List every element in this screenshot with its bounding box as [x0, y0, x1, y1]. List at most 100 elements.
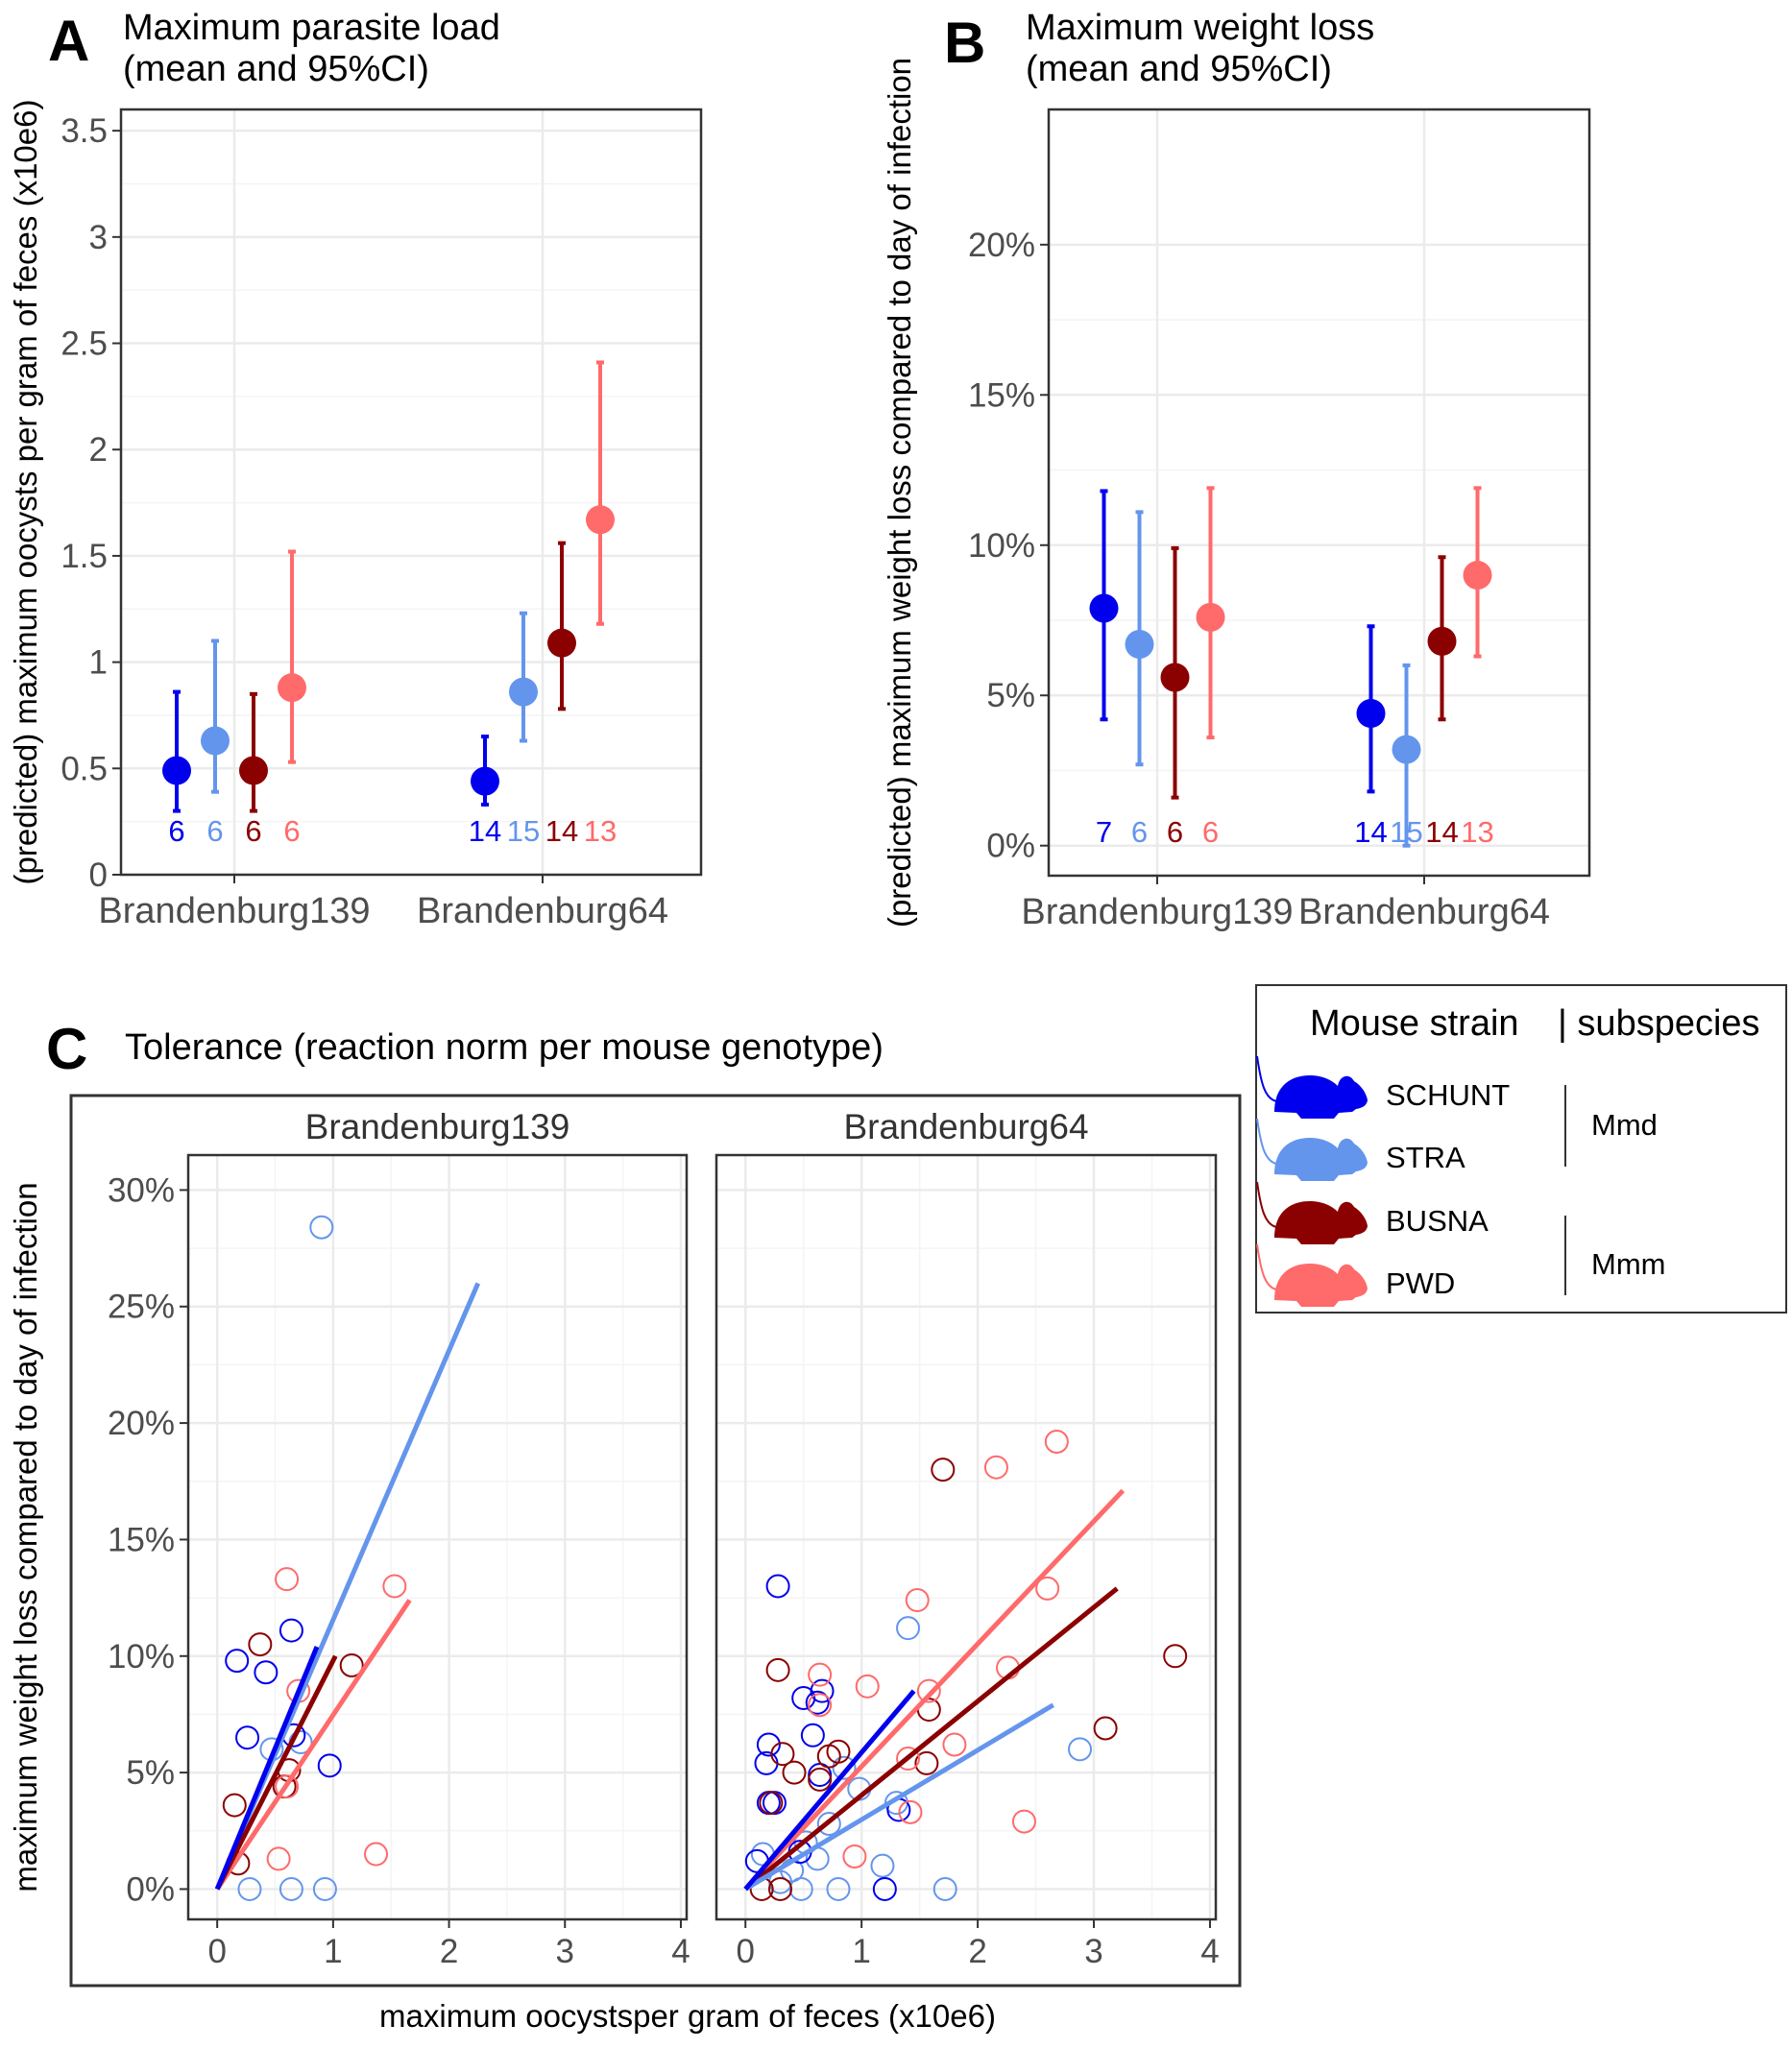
mouse-tail [1256, 1118, 1277, 1165]
y-tick-label: 20% [108, 1405, 175, 1442]
mean-point-busna [1427, 626, 1457, 656]
data-point-busna [1093, 1716, 1118, 1741]
data-point-schunt [800, 1723, 825, 1748]
x-tick-label: 0 [207, 1933, 226, 1970]
data-point-schunt [225, 1649, 250, 1674]
legend-title: Mouse strain [1310, 1003, 1519, 1044]
data-point-schunt [254, 1660, 278, 1685]
mouse-silhouette-icon [1256, 1118, 1368, 1181]
mouse-body [1274, 1201, 1368, 1244]
panel-c-title: Tolerance (reaction norm per mouse genot… [125, 1027, 884, 1068]
data-point-pwd [1044, 1430, 1069, 1454]
regression-line-stra [743, 1702, 1054, 1892]
y-tick-label: 0 [89, 856, 108, 894]
panel-a-plot: 0 0.5 1 1.5 2 2.5 3 3.5 Brandenburg139 Brandenbur… [8, 100, 703, 931]
x-tick-label: 1 [324, 1933, 342, 1970]
panel-b-plot: 0% 5% 10% 15% 20% Brandenburg139 Brandenburg64… [882, 58, 1591, 932]
mouse-tail [1256, 1181, 1277, 1228]
y-tick-label: 20% [968, 227, 1035, 264]
data-point-busna [808, 1767, 833, 1792]
x-tick-label: 0 [736, 1933, 754, 1970]
data-point-pwd [916, 1678, 941, 1703]
data-point-schunt [756, 1732, 781, 1757]
mouse-body [1274, 1138, 1368, 1181]
mean-point-schunt [1356, 699, 1386, 729]
data-point-pwd [382, 1574, 407, 1599]
data-point-busna [782, 1760, 807, 1785]
regression-line-schunt [214, 1646, 320, 1891]
y-tick-label: 25% [108, 1289, 175, 1326]
data-point-busna [222, 1793, 247, 1818]
x-tick-label: 3 [1084, 1933, 1102, 1970]
data-point-schunt [805, 1690, 830, 1715]
category-label-brandenburg64: Brandenburg64 [417, 891, 668, 931]
legend-items: SCHUNT STRA BUSNA PWD Mmd Mmm [1256, 1055, 1665, 1307]
data-point-pwd [266, 1846, 291, 1871]
facet-brandenburg64: Brandenburg64 0 1 2 3 4 [714, 1107, 1220, 1970]
data-point-pwd [983, 1455, 1008, 1480]
panel-a-title-line1: Maximum parasite load [123, 8, 500, 48]
data-point-busna [339, 1652, 364, 1677]
data-point-busna [770, 1742, 795, 1767]
data-point-busna [248, 1632, 273, 1657]
sample-count-pwd: 6 [1202, 815, 1219, 849]
data-point-pwd [1035, 1576, 1060, 1601]
data-point-busna [1163, 1644, 1188, 1669]
mouse-tail [1256, 1055, 1277, 1102]
plot-frame [1047, 108, 1591, 878]
y-tick-label: 5% [126, 1754, 175, 1792]
data-point-schunt [810, 1678, 835, 1703]
y-tick-label: 2 [89, 431, 108, 469]
legend-label-schunt: SCHUNT [1386, 1078, 1510, 1112]
category-label-brandenburg64: Brandenburg64 [1298, 892, 1550, 932]
mean-point-stra [1392, 735, 1421, 764]
data-point-busna [931, 1458, 956, 1483]
data-point-busna [765, 1657, 790, 1682]
legend-label-stra: STRA [1386, 1141, 1465, 1174]
data-point-stra [816, 1812, 841, 1836]
data-point-stra [278, 1876, 303, 1901]
data-point-pwd [942, 1732, 967, 1757]
x-axis-title: maximum oocystsper gram of feces (x10e6) [379, 1998, 996, 2034]
x-tick-label: 3 [556, 1933, 574, 1970]
regression-line-pwd [743, 1488, 1126, 1892]
panel-c-letter: C [46, 1017, 87, 1081]
y-tick-label: 10% [108, 1638, 175, 1675]
mean-point-schunt [1089, 593, 1119, 623]
sample-count-schunt: 7 [1096, 815, 1112, 849]
data-point-schunt [278, 1618, 303, 1643]
mouse-silhouette-icon [1256, 1181, 1368, 1244]
sample-count-busna: 14 [1425, 815, 1458, 849]
data-point-pwd [808, 1693, 833, 1718]
regression-line-schunt [743, 1689, 916, 1892]
legend-subtitle: | subspecies [1558, 1003, 1760, 1044]
data-point-stra [312, 1876, 337, 1901]
panel-b-letter: B [944, 11, 985, 75]
plot-frame [119, 108, 703, 877]
data-point-schunt [756, 1791, 781, 1816]
data-point-stra [832, 1755, 857, 1780]
facet-strip-label: Brandenburg139 [305, 1107, 570, 1146]
mouse-silhouette-icon [1256, 1055, 1368, 1119]
panel-a-letter: A [48, 9, 89, 73]
panel-b: B Maximum weight loss (mean and 95%CI) 0… [882, 8, 1591, 932]
mouse-silhouette-icon [1256, 1243, 1368, 1307]
legend-group-label: Mmd [1591, 1108, 1658, 1142]
sample-count-busna: 6 [245, 814, 261, 848]
data-point-stra [309, 1215, 334, 1240]
y-tick-label: 15% [968, 376, 1035, 414]
data-point-pwd [842, 1844, 867, 1868]
sample-count-schunt: 14 [469, 814, 501, 848]
x-tick-label: 4 [671, 1933, 690, 1970]
data-point-busna [759, 1791, 784, 1816]
x-tick-label: 4 [1200, 1933, 1219, 1970]
data-point-schunt [872, 1876, 897, 1901]
facet-brandenburg139: Brandenburg139 0 1 2 3 4 0% 5% 10% 15% 20% 25% 30% [108, 1107, 690, 1970]
regression-line-busna [214, 1654, 338, 1891]
sample-count-stra: 15 [507, 814, 540, 848]
panel-a: A Maximum parasite load (mean and 95%CI)… [8, 8, 703, 931]
y-tick-label: 30% [108, 1171, 175, 1209]
regression-line-pwd [215, 1599, 412, 1891]
